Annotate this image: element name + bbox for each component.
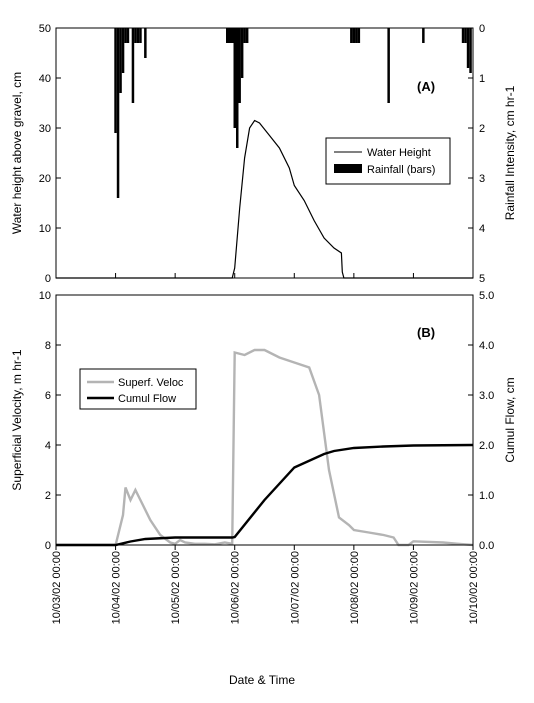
panel-a-frame: [55, 27, 474, 279]
legend-water-height: Water Height: [367, 147, 431, 159]
rainfall-bar: [114, 28, 117, 133]
panel-a-legend-box: [325, 137, 451, 185]
panel-b-left-axis-label: Superficial Velocity, m hr-1: [10, 349, 24, 490]
rainfall-bar: [124, 28, 127, 43]
x-tick-label: 10/07/02 00:00: [289, 551, 301, 624]
panel-a-right-axis-label: Rainfall Intensity, cm hr-1: [503, 85, 517, 220]
rainfall-bar: [240, 28, 244, 78]
rainfall-bar: [243, 28, 246, 43]
rainfall-bar: [126, 28, 130, 43]
panel-b-frame: [55, 294, 474, 546]
rainfall-bar: [139, 28, 142, 43]
tick-label: 3: [479, 173, 485, 185]
panel-a: 0 10 20 30 40 50 0 1 2 3 4 5 (A) Water height abov…: [10, 23, 517, 285]
rainfall-bar: [136, 28, 140, 43]
tick-label: 5.0: [479, 290, 494, 302]
rainfall-bar: [357, 28, 361, 43]
tick-label: 2: [479, 123, 485, 135]
x-tick-label: 10/03/02 00:00: [51, 551, 63, 624]
tick-label: 10: [39, 290, 51, 302]
x-tick-label: 10/05/02 00:00: [170, 551, 182, 624]
rainfall-bar: [352, 28, 356, 43]
cumulative-flow-line: [56, 443, 474, 547]
x-tick-label: 10/04/02 00:00: [111, 551, 123, 624]
tick-label: 3.0: [479, 390, 494, 402]
rainfall-bar: [144, 28, 147, 58]
panel-b-left-ticks: 0 2 4 6 8 10: [39, 290, 61, 552]
panel-a-legend: Water Height Rainfall (bars): [325, 137, 451, 185]
rainfall-bar: [466, 28, 470, 68]
rainfall-bar: [422, 28, 425, 43]
rainfall-bar: [231, 28, 234, 43]
rainfall-bar: [461, 28, 465, 43]
panel-a-left-axis-label: Water height above gravel, cm: [10, 72, 24, 234]
panel-b-x-ticks: 10/03/02 00:00 10/04/02 00:00 10/05/02 00:…: [51, 273, 480, 624]
tick-label: 2.0: [479, 440, 494, 452]
rainfall-bar: [131, 28, 135, 103]
tick-label: 8: [45, 340, 51, 352]
tick-label: 0: [479, 23, 485, 35]
rainfall-bar: [464, 28, 467, 43]
tick-label: 50: [39, 23, 51, 35]
tick-label: 4: [45, 440, 51, 452]
rainfall-bar: [238, 28, 241, 103]
tick-label: 0: [45, 273, 51, 285]
tick-label: 10: [39, 223, 51, 235]
rainfall-bar: [121, 28, 125, 73]
legend-velocity: Superf. Veloc: [118, 377, 184, 389]
rainfall-bar: [119, 28, 122, 93]
panel-b-legend: Superf. Veloc Cumul Flow: [79, 368, 197, 410]
panel-a-left-ticks: 0 10 20 30 40 50: [39, 23, 61, 285]
rainfall-bar: [387, 28, 390, 103]
rainfall-bar: [228, 28, 231, 43]
tick-label: 5: [479, 273, 485, 285]
rainfall-bar: [355, 28, 358, 43]
rainfall-bar: [226, 28, 229, 43]
x-tick-label: 10/09/02 00:00: [408, 551, 420, 624]
tick-label: 30: [39, 123, 51, 135]
tick-label: 20: [39, 173, 51, 185]
panel-b-label: (B): [417, 325, 435, 340]
tick-label: 4.0: [479, 340, 494, 352]
rainfall-bar: [134, 28, 137, 43]
panel-b: 0 2 4 6 8 10 0.0 1.0 2.0 3.0 4.0 5.0 10/03/02 00:0…: [10, 273, 517, 687]
x-tick-label: 10/06/02 00:00: [230, 551, 242, 624]
tick-label: 40: [39, 73, 51, 85]
x-tick-label: 10/08/02 00:00: [349, 551, 361, 624]
panel-a-label: (A): [417, 79, 435, 94]
panel-b-right-ticks: 0.0 1.0 2.0 3.0 4.0 5.0: [468, 290, 494, 552]
tick-label: 2: [45, 490, 51, 502]
legend-rainfall: Rainfall (bars): [367, 164, 435, 176]
panel-b-legend-box: [79, 368, 197, 410]
rainfall-bar: [233, 28, 236, 128]
rainfall-bar: [236, 28, 239, 148]
panel-a-right-ticks: 0 1 2 3 4 5: [468, 23, 485, 285]
tick-label: 0: [45, 540, 51, 552]
tick-label: 1: [479, 73, 485, 85]
tick-label: 0.0: [479, 540, 494, 552]
rainfall-bar: [469, 28, 472, 73]
panel-b-right-axis-label: Cumul Flow, cm: [503, 377, 517, 462]
rainfall-bar: [116, 28, 120, 198]
rainfall-bar: [350, 28, 353, 43]
rainfall-bars: [114, 28, 472, 198]
legend-rainfall-swatch: [334, 164, 362, 173]
tick-label: 4: [479, 223, 485, 235]
legend-cumul: Cumul Flow: [118, 393, 176, 405]
rainfall-bar: [245, 28, 249, 43]
x-axis-label: Date & Time: [229, 673, 295, 687]
tick-label: 6: [45, 390, 51, 402]
superficial-velocity-line: [56, 348, 474, 547]
tick-label: 1.0: [479, 490, 494, 502]
water-height-line: [56, 119, 473, 279]
x-tick-label: 10/10/02 00:00: [468, 551, 480, 624]
